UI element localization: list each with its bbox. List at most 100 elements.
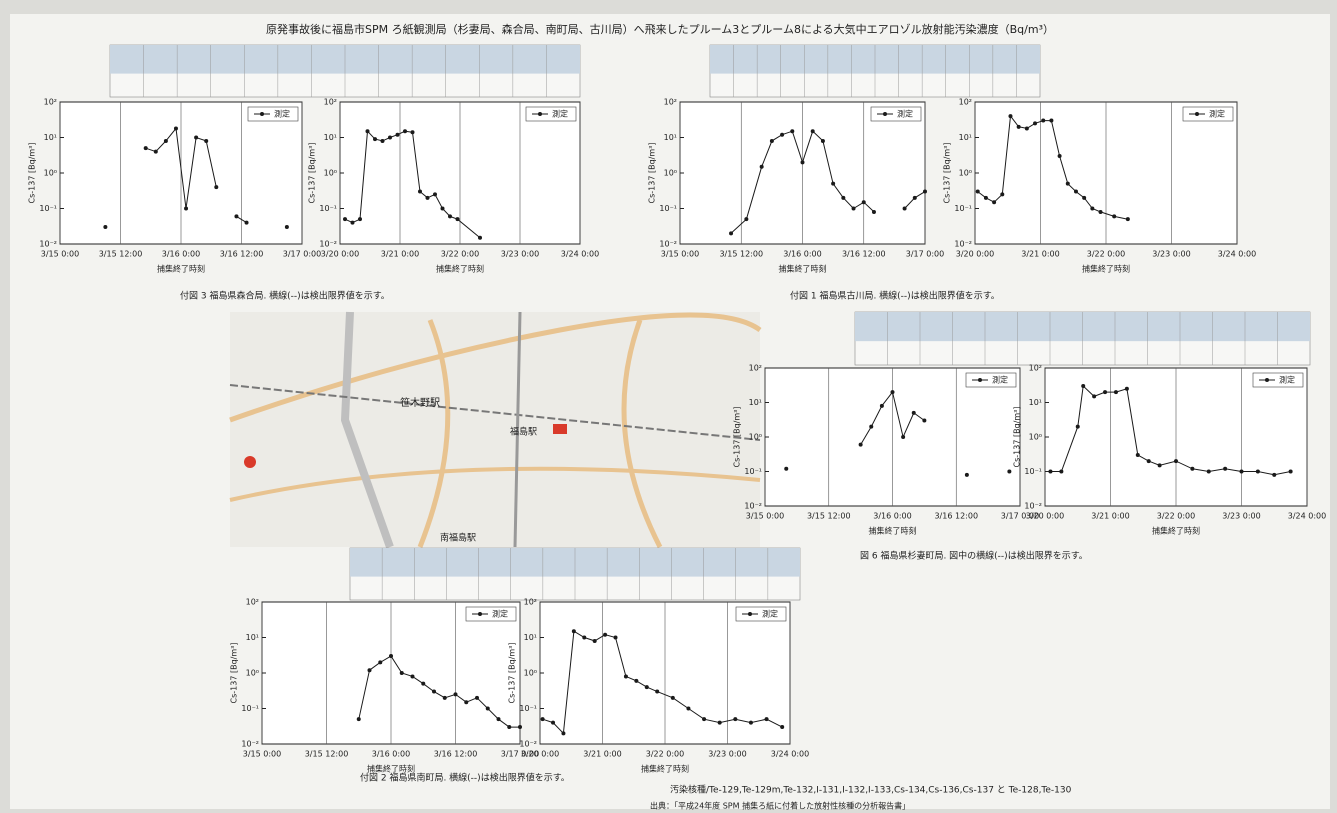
legend-box [247, 106, 299, 122]
data-point [432, 689, 436, 694]
x-tick-label: 3/22 0:00 [646, 750, 684, 759]
y-tick-label: 10⁰ [749, 433, 762, 442]
x-tick-label: 3/20 0:00 [521, 750, 559, 759]
footer-nuclides: 汚染核種/Te-129,Te-129m,Te-132,I-131,I-132,I… [670, 784, 1072, 796]
y-tick-label: 10⁰ [1029, 433, 1042, 442]
y-tick-label: 10⁰ [524, 669, 537, 678]
road [621, 319, 663, 549]
data-point [1024, 126, 1029, 131]
y-tick-label: 10⁰ [44, 169, 57, 178]
data-point [912, 195, 917, 200]
data-point [1112, 214, 1117, 219]
data-point [733, 717, 738, 722]
y-tick-label: 10⁻² [744, 502, 762, 511]
y-tick-label: 10¹ [664, 133, 677, 142]
data-point [1007, 469, 1012, 474]
y-tick-label: 10⁰ [324, 169, 337, 178]
legend-marker [538, 112, 542, 116]
y-tick-label: 10⁰ [959, 169, 972, 178]
data-point [901, 435, 906, 439]
x-tick-label: 3/24 0:00 [561, 250, 599, 259]
x-tick-label: 3/16 12:00 [434, 750, 478, 759]
data-point [764, 717, 769, 722]
data-point [1135, 453, 1140, 458]
x-axis-label: 捕集終了時刻 [641, 764, 689, 774]
data-point [729, 231, 734, 236]
data-point [1125, 217, 1130, 222]
data-point [1048, 469, 1053, 474]
x-tick-label: 3/15 12:00 [305, 750, 349, 759]
x-axis-label: 捕集終了時刻 [779, 264, 827, 274]
data-point [284, 225, 289, 230]
road [417, 319, 451, 548]
x-tick-label: 3/22 0:00 [1087, 250, 1125, 259]
poster-title: 原発事故後に福島市SPM ろ紙観測局（杉妻局、森合局、南町局、古川局）へ飛来した… [266, 22, 1054, 36]
caption: 付図 3 福島県森合局. 横線(--)は検出限界値を示す。 [180, 290, 390, 302]
x-tick-label: 3/16 12:00 [842, 250, 886, 259]
data-point [1113, 390, 1118, 395]
data-point [1081, 384, 1086, 389]
caption: 付図 2 福島県南町局. 横線(--)は検出限界値を示す。 [360, 772, 570, 784]
data-point [983, 195, 988, 200]
legend-box [870, 106, 922, 122]
x-tick-label: 3/15 12:00 [99, 250, 143, 259]
data-point [655, 689, 660, 694]
data-point [800, 160, 805, 165]
data-point [1092, 394, 1097, 399]
data-point [184, 206, 189, 211]
legend-marker [260, 112, 264, 116]
legend-box [965, 372, 1017, 388]
x-tick-label: 3/16 0:00 [783, 250, 821, 259]
y-axis-label: Cs-137 [Bq/m³] [733, 407, 742, 468]
y-tick-label: 10¹ [246, 633, 259, 642]
y-tick-label: 10⁻² [241, 740, 259, 749]
data-point [1223, 466, 1228, 471]
x-tick-label: 3/17 0:00 [1001, 512, 1039, 521]
data-point [365, 129, 370, 134]
data-point [214, 185, 219, 190]
marker-square [553, 424, 567, 434]
y-tick-label: 10¹ [749, 398, 762, 407]
legend-label: 測定 [897, 109, 913, 119]
y-tick-label: 10⁻¹ [519, 704, 537, 713]
x-tick-label: 3/20 0:00 [321, 250, 359, 259]
y-tick-label: 10¹ [959, 133, 972, 142]
x-tick-label: 3/23 0:00 [501, 250, 539, 259]
data-point [478, 235, 482, 240]
x-tick-label: 3/15 12:00 [719, 250, 763, 259]
x-tick-label: 3/23 0:00 [1152, 250, 1190, 259]
data-point [592, 638, 597, 643]
y-tick-label: 10⁰ [664, 169, 677, 178]
data-point [356, 717, 361, 722]
x-tick-label: 3/21 0:00 [1021, 250, 1059, 259]
y-tick-label: 10¹ [44, 133, 57, 142]
map-label: 笹木野駅 [400, 396, 440, 409]
data-point [399, 671, 404, 675]
x-tick-label: 3/15 0:00 [661, 250, 699, 259]
data-point [507, 725, 512, 730]
series-line [358, 655, 520, 728]
data-point [790, 129, 795, 134]
y-tick-label: 10⁻¹ [319, 204, 337, 213]
y-tick-label: 10⁻¹ [659, 204, 677, 213]
legend-label: 測定 [492, 609, 508, 619]
legend-box [525, 106, 577, 122]
x-tick-label: 3/21 0:00 [1091, 512, 1129, 521]
data-point [923, 189, 927, 194]
y-tick-label: 10² [524, 598, 537, 607]
data-point [831, 181, 836, 186]
x-tick-label: 3/17 0:00 [501, 750, 539, 759]
data-point [1288, 469, 1293, 474]
x-tick-label: 3/20 0:00 [956, 250, 994, 259]
data-point [1065, 181, 1070, 186]
legend-marker [748, 612, 752, 616]
x-tick-label: 3/15 0:00 [746, 512, 784, 521]
data-point [1041, 118, 1046, 123]
data-point [163, 138, 168, 143]
x-tick-label: 3/15 0:00 [243, 750, 281, 759]
x-tick-label: 3/22 0:00 [441, 250, 479, 259]
data-point [780, 132, 785, 137]
legend-label: 測定 [274, 109, 290, 119]
data-point [442, 695, 447, 700]
